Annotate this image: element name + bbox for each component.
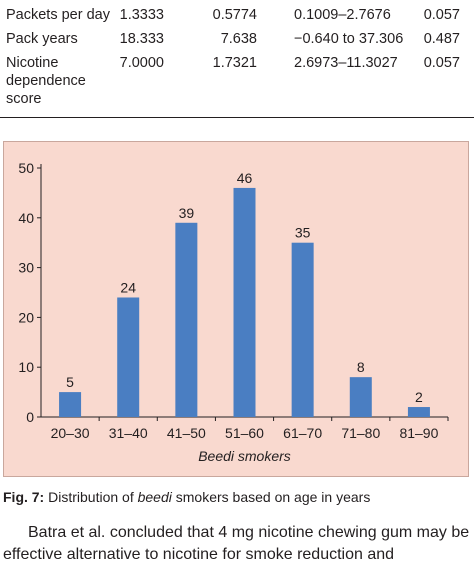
- bar: [233, 187, 256, 417]
- bar: [117, 297, 140, 417]
- ci-value: 2.6973–11.3027: [294, 55, 398, 71]
- x-tick-label: 20–30: [51, 425, 90, 441]
- ci-value: −0.640 to 37.306: [294, 31, 404, 47]
- x-tick-label: 51–60: [225, 425, 264, 441]
- p-value: 0.057: [423, 55, 460, 71]
- bar-chart: 0 10 20 30 40 50 5 20–30 24 31–40 39 41–50 46 51–60 35…: [18, 160, 449, 464]
- x-tick-label: 31–40: [109, 425, 148, 441]
- mean-value: 1.3333: [119, 7, 164, 23]
- y-tick-label: 50: [18, 160, 34, 176]
- caption-text: smokers based on age in years: [171, 489, 371, 505]
- bar-value-label: 35: [295, 225, 311, 241]
- bar: [407, 407, 430, 417]
- y-tick-label: 20: [18, 309, 34, 325]
- sd-value: 1.7321: [212, 55, 257, 71]
- body-paragraph-line: Batra et al. concluded that 4 mg nicotin…: [28, 524, 470, 541]
- bar-value-label: 5: [66, 374, 74, 390]
- row-label-line: Nicotine: [6, 55, 59, 71]
- caption-italic: beedi: [137, 489, 172, 505]
- caption-label: Fig. 7:: [3, 489, 45, 505]
- ci-value: 0.1009–2.7676: [294, 7, 391, 23]
- caption-text: Distribution of: [44, 489, 138, 505]
- y-tick-label: 0: [26, 409, 34, 425]
- bar: [175, 222, 198, 417]
- row-label-line: score: [6, 91, 42, 107]
- row-label: Pack years: [6, 31, 78, 47]
- p-value: 0.487: [423, 31, 460, 47]
- table-row: Nicotine dependence score 7.0000 1.7321 …: [0, 51, 474, 107]
- table-row: Packets per day 1.3333 0.5774 0.1009–2.7…: [0, 3, 474, 27]
- table-row: Pack years 18.333 7.638 −0.640 to 37.306…: [0, 27, 474, 51]
- p-value: 0.057: [423, 7, 460, 23]
- x-axis-title: Beedi smokers: [198, 448, 291, 464]
- table-bottom-rule: [0, 117, 474, 118]
- bar: [349, 377, 372, 417]
- bar-value-label: 8: [357, 359, 365, 375]
- row-label: Packets per day: [6, 7, 110, 23]
- body-paragraph-line: effective alternative to nicotine for sm…: [3, 546, 395, 563]
- bar-value-label: 2: [415, 389, 423, 405]
- x-tick-label: 61–70: [283, 425, 322, 441]
- x-tick-label: 41–50: [167, 425, 206, 441]
- x-tick-label: 71–80: [341, 425, 380, 441]
- row-label: Nicotine dependence score: [6, 54, 86, 108]
- bar: [291, 242, 314, 417]
- sd-value: 0.5774: [212, 7, 257, 23]
- bar-value-label: 39: [179, 205, 195, 221]
- figure-caption: Fig. 7: Distribution of beedi smokers ba…: [3, 487, 370, 507]
- bar-value-label: 24: [120, 279, 136, 295]
- y-tick-label: 10: [18, 359, 34, 375]
- y-tick-label: 30: [18, 260, 34, 276]
- sd-value: 7.638: [220, 31, 257, 47]
- x-tick-label: 81–90: [399, 425, 438, 441]
- bar: [59, 392, 82, 417]
- mean-value: 7.0000: [119, 55, 164, 71]
- bar-value-label: 46: [237, 170, 253, 186]
- figure-panel: 0 10 20 30 40 50 5 20–30 24 31–40 39 41–50 46 51–60 35…: [3, 141, 469, 477]
- y-tick-label: 40: [18, 210, 34, 226]
- mean-value: 18.333: [119, 31, 164, 47]
- row-label-line: dependence: [6, 73, 86, 89]
